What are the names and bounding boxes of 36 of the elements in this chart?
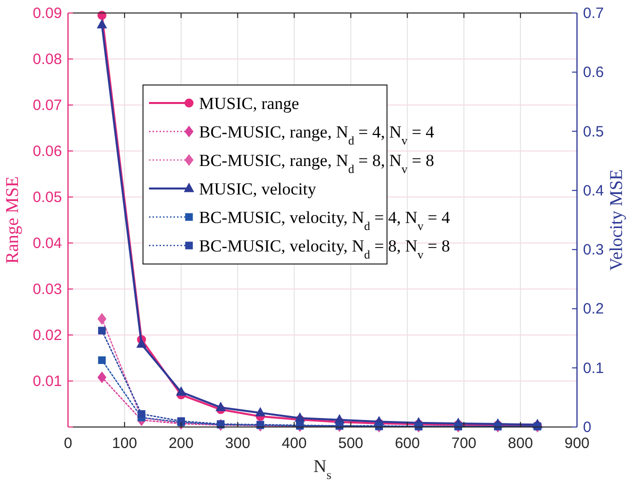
x-axis-title: N$_{s}$ (314, 456, 332, 481)
y-tick-label: 0.01 (32, 373, 62, 390)
x-tick-label: 700 (451, 435, 476, 452)
x-tick-label: 800 (508, 435, 533, 452)
y-tick-label: 0.06 (32, 143, 62, 160)
y-tick-label: 0.08 (32, 51, 62, 68)
y2-axis-title: Velocity MSE (606, 169, 626, 271)
y-axis-title: Range MSE (2, 176, 22, 264)
x-tick-label: 0 (64, 435, 72, 452)
y2-tick-label: 0.2 (583, 300, 604, 318)
x-tick-label: 400 (282, 435, 307, 452)
x-tick-label: 500 (338, 435, 364, 452)
x-tick-label: 300 (225, 435, 250, 452)
y-tick-label: 0.02 (32, 327, 62, 344)
y-tick-label: 0.09 (32, 5, 62, 22)
legend-label: BC-MUSIC, velocity, N$_{d}$ = 4, N$_{v}$ = 4 (199, 208, 450, 233)
legend-label: BC-MUSIC, range, N$_{d}$ = 8, N$_{v}$ = 8 (199, 151, 434, 176)
y2-tick-label: 0.3 (583, 242, 604, 259)
legend-label: MUSIC, velocity (199, 180, 317, 198)
y-tick-label: 0.04 (32, 235, 62, 252)
y-tick-label: 0.05 (32, 189, 62, 206)
y2-tick-label: 0.7 (583, 5, 604, 22)
y2-tick-label: 0.5 (583, 123, 604, 140)
x-tick-label: 900 (564, 435, 590, 452)
x-tick-label: 600 (394, 435, 420, 452)
x-tick-label: 200 (168, 435, 194, 452)
x-tick-label: 100 (112, 435, 138, 452)
y2-tick-label: 0.6 (583, 64, 604, 82)
y-tick-label: 0.07 (32, 97, 62, 114)
legend-label: MUSIC, range (199, 94, 300, 113)
y2-tick-label: 0.1 (583, 360, 604, 377)
y2-tick-label: 0.4 (583, 182, 604, 200)
legend-label: BC-MUSIC, velocity, N$_{d}$ = 8, N$_{v}$ = 8 (199, 236, 450, 262)
y-tick-label: 0.03 (32, 281, 62, 298)
y2-tick-label: 0 (583, 419, 592, 436)
legend-label: BC-MUSIC, range, N$_{d}$ = 4, N$_{v}$ = 4 (199, 122, 435, 148)
